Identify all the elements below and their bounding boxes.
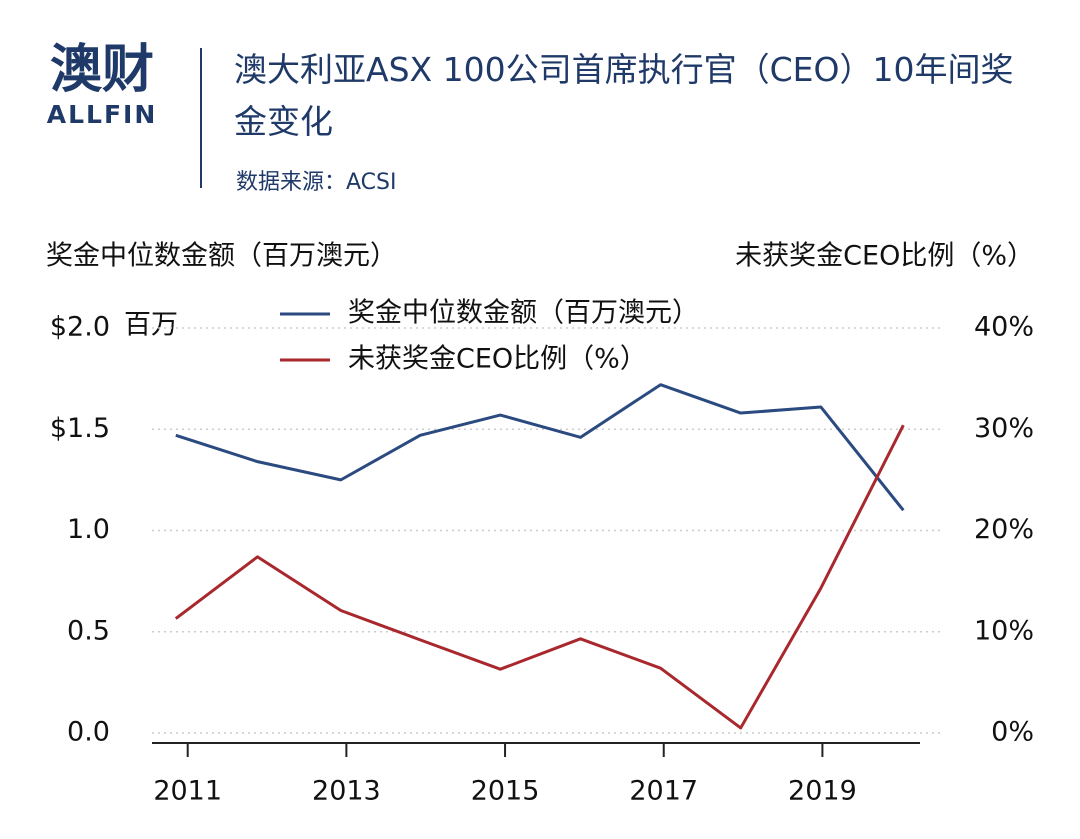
- logo-subtext: ALLFIN: [46, 100, 158, 129]
- x-tick-label: 2011: [153, 776, 222, 807]
- chart-subtitle: 数据来源：ACSI: [236, 170, 397, 195]
- y2-tick-label: 20%: [974, 514, 1034, 545]
- y2-axis-label: 未获奖金CEO比例（%）: [735, 241, 1034, 272]
- y-unit-note: 百万: [124, 310, 178, 341]
- y-tick-label: $1.5: [50, 413, 110, 444]
- y2-tick-label: 40%: [974, 312, 1034, 343]
- x-tick-label: 2019: [788, 776, 857, 807]
- legend-label: 奖金中位数金额（百万澳元）: [348, 298, 699, 329]
- y-tick-label: 1.0: [67, 514, 110, 545]
- chart-title: 澳大利亚ASX 100公司首席执行官（CEO）10年间奖金变化: [234, 50, 1014, 141]
- divider: [200, 48, 202, 188]
- y-axis-label: 奖金中位数金额（百万澳元）: [46, 241, 397, 272]
- y-tick-label: 0.0: [67, 717, 110, 748]
- y2-tick-label: 30%: [974, 413, 1034, 444]
- x-tick-label: 2015: [471, 776, 540, 807]
- series-line: [175, 383, 905, 512]
- y2-tick-label: 0%: [991, 717, 1034, 748]
- series-line: [174, 424, 905, 730]
- x-tick-label: 2013: [312, 776, 381, 807]
- logo-text: 澳财: [49, 40, 154, 100]
- y-tick-label: $2.0: [50, 312, 110, 343]
- legend-label: 未获奖金CEO比例（%）: [348, 344, 647, 375]
- y2-tick-label: 10%: [974, 615, 1034, 646]
- y-tick-label: 0.5: [67, 615, 110, 646]
- x-tick-label: 2017: [629, 776, 698, 807]
- logo: 澳财 ALLFIN: [44, 40, 160, 130]
